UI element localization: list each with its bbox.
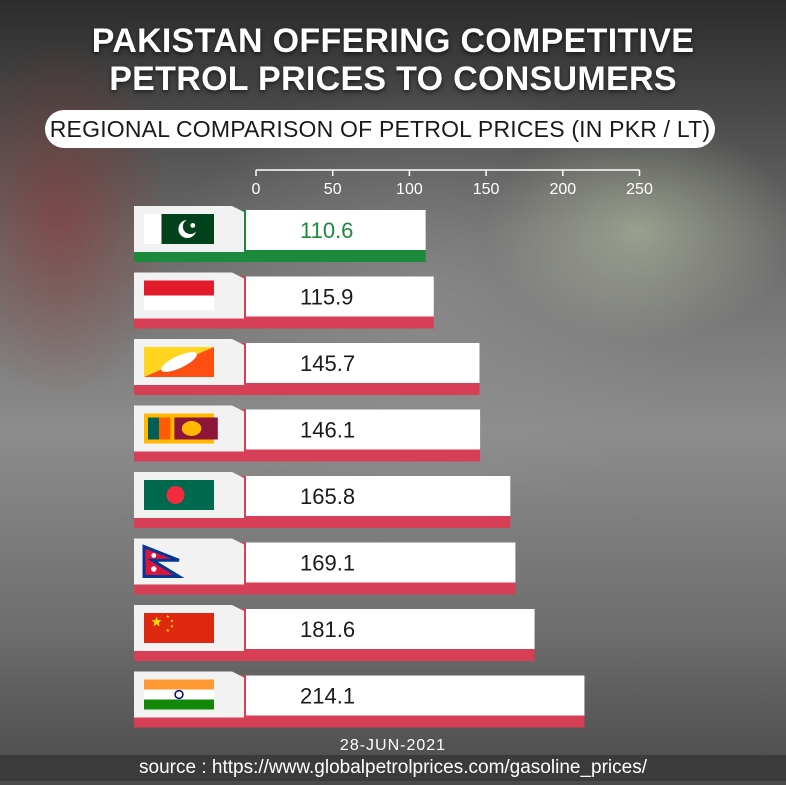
crescent-inner	[182, 219, 198, 235]
india-flag-icon	[144, 679, 214, 710]
indonesia-flag-icon	[144, 280, 214, 311]
bar	[246, 609, 535, 649]
chart-title: PAKISTAN OFFERING COMPETITIVE PETROL PRI…	[0, 22, 786, 98]
x-tick-label: 250	[626, 181, 653, 198]
flag-orange	[159, 417, 171, 440]
flag-disc	[166, 486, 185, 504]
bar	[246, 675, 585, 716]
star	[190, 223, 196, 228]
x-tick-label: 200	[549, 181, 576, 198]
value-label: 146.1	[300, 418, 355, 443]
star	[170, 619, 174, 623]
flag-saffron	[144, 679, 214, 690]
flag-green	[144, 699, 214, 710]
bangladesh-flag-icon	[144, 480, 214, 510]
flag-white	[144, 689, 214, 700]
bar-row-bangladesh: 165.8	[134, 472, 511, 528]
star	[170, 624, 174, 628]
bar	[246, 343, 480, 383]
flag-red	[144, 280, 214, 296]
value-label: 169.1	[300, 551, 355, 576]
value-label: 110.6	[300, 218, 353, 243]
bar-row-bhutan: 145.7	[134, 339, 480, 395]
chart-subtitle: REGIONAL COMPARISON OF PETROL PRICES (IN…	[49, 115, 711, 142]
bar-row-nepal: 169.1	[134, 538, 516, 595]
title-line-2: PETROL PRICES TO CONSUMERS	[109, 60, 677, 98]
bar-row-pakistan: 110.6	[134, 206, 426, 262]
x-tick-label: 150	[473, 181, 500, 198]
bar	[246, 542, 516, 583]
bar	[246, 409, 481, 450]
value-label: 145.7	[300, 351, 355, 376]
bar-row-sri-lanka: 146.1	[134, 405, 481, 462]
title-line-1: PAKISTAN OFFERING COMPETITIVE	[91, 22, 695, 60]
chakra	[174, 689, 184, 700]
bar-row-india: 214.1	[134, 671, 585, 728]
nepal-flag-icon	[142, 544, 185, 578]
value-label: 181.6	[300, 617, 355, 642]
bars: 110.6 115.9 145.7 146.1 165.8 169.1 181.6 214.1	[134, 206, 585, 728]
value-label: 115.9	[300, 285, 353, 310]
bar	[246, 276, 434, 317]
x-tick-label: 0	[252, 181, 261, 198]
x-axis: 0 50 100 150 200 250	[252, 169, 653, 198]
x-tick-label: 50	[324, 181, 342, 198]
star	[151, 616, 162, 627]
bar-row-china: 181.6	[134, 605, 535, 661]
bar	[246, 476, 511, 516]
date-label: 28-JUN-2021	[339, 737, 447, 754]
dragon	[161, 352, 197, 372]
source-line: source : https://www.globalpetrolprices.…	[0, 755, 786, 781]
x-tick-label: 100	[396, 181, 423, 198]
pakistan-flag-icon	[144, 214, 214, 244]
bar-row-indonesia: 115.9	[134, 272, 434, 329]
flag-white	[144, 295, 214, 311]
value-label: 214.1	[300, 684, 355, 709]
sri-lanka-flag-icon	[144, 413, 218, 444]
source-text: source : https://www.globalpetrolprices.…	[139, 757, 647, 778]
star	[166, 628, 170, 632]
bar	[246, 210, 426, 250]
star	[166, 614, 170, 619]
subtitle-pill: REGIONAL COMPARISON OF PETROL PRICES (IN…	[45, 110, 715, 148]
flag-field	[144, 613, 214, 643]
flag-green	[148, 417, 160, 440]
bhutan-flag-icon	[144, 347, 214, 377]
moon	[151, 553, 157, 558]
value-label: 165.8	[300, 484, 355, 509]
sun	[151, 566, 157, 572]
china-flag-icon	[144, 613, 214, 643]
lion	[181, 421, 202, 436]
